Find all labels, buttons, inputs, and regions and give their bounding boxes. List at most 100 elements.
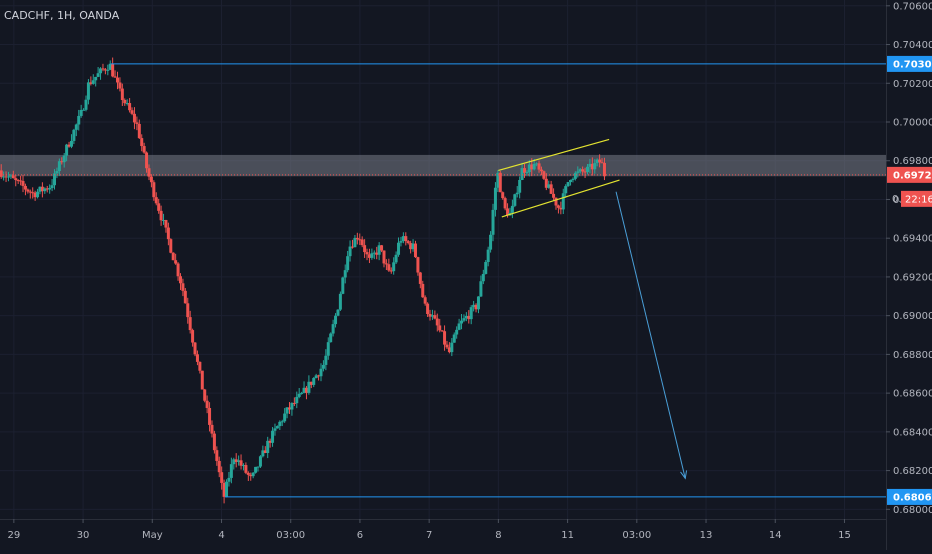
candle-body [481, 273, 485, 282]
candle-body [573, 172, 577, 179]
candle-body [472, 304, 476, 308]
channel-lower-line [501, 179, 620, 218]
candle-body [169, 239, 173, 253]
candle-body [598, 159, 602, 163]
candle-body [389, 270, 393, 272]
candle-body [86, 82, 90, 100]
candle-body [91, 80, 95, 84]
candle-body [220, 472, 224, 483]
candle-body [6, 176, 10, 178]
candle-body [94, 76, 98, 81]
candle-body [23, 185, 27, 190]
candle-body [447, 347, 451, 353]
candle-body [496, 172, 500, 188]
support-price-tag-label: 0.68064 [893, 492, 932, 503]
candle-body [367, 254, 371, 258]
candle-body [501, 192, 505, 199]
candle-body [166, 227, 170, 240]
candle-body [132, 113, 136, 123]
candle-body [251, 472, 255, 477]
candle-body [593, 163, 597, 170]
candle-body [67, 144, 71, 147]
candle-body [491, 209, 495, 235]
candle-body [404, 236, 408, 242]
x-tick-label: 8 [495, 530, 501, 541]
candle-body [137, 123, 141, 139]
candle-body [268, 440, 272, 443]
x-tick-label: 13 [700, 530, 713, 541]
y-tick-label: 0.69000 [893, 311, 932, 322]
candle-body [493, 187, 497, 210]
candle-body [392, 262, 396, 272]
candle-body [271, 430, 275, 443]
candle-body [479, 281, 483, 297]
candle-body [174, 260, 178, 264]
candle-body [285, 407, 289, 414]
candle-body [212, 433, 216, 451]
candle-body [365, 252, 369, 255]
candle-body [304, 387, 308, 393]
candle-body [241, 465, 245, 467]
candle-body [130, 110, 134, 114]
x-tick-label: 29 [7, 530, 20, 541]
candle-body [62, 155, 66, 163]
candle-body [377, 245, 381, 255]
candle-body [263, 450, 267, 453]
candle-body [297, 393, 301, 397]
candle-body [358, 239, 362, 241]
candle-body [554, 197, 558, 206]
candle-body [19, 180, 23, 182]
resistance-price-tag [887, 55, 932, 72]
candle-body [227, 477, 231, 482]
candle-body [140, 138, 144, 147]
candle-body [108, 63, 112, 70]
candle-body [225, 481, 229, 497]
y-tick-label: 0.69400 [893, 234, 932, 245]
candle-body [539, 169, 543, 172]
candle-body [474, 304, 478, 310]
candle-body [602, 162, 606, 177]
candle-body [556, 205, 560, 208]
candle-body [205, 400, 209, 408]
candle-body [145, 152, 149, 169]
countdown-label: 22:16 [905, 194, 932, 205]
candle-body [462, 318, 466, 321]
candle-body [523, 168, 527, 173]
candle-body [203, 389, 207, 401]
candle-body [527, 164, 531, 173]
candle-body [45, 188, 49, 190]
candle-body [535, 163, 539, 165]
candle-body [464, 315, 468, 319]
y-tick-label: 0.68200 [893, 466, 932, 477]
candle-body [360, 239, 364, 246]
candle-body [343, 270, 347, 278]
candle-body [239, 460, 243, 466]
y-tick-label: 0.68000 [893, 505, 932, 516]
candle-body [295, 396, 299, 404]
projection-arrow-line [615, 191, 686, 479]
candle-body [416, 257, 420, 273]
candle-body [336, 309, 340, 316]
candle-body [142, 146, 146, 153]
candle-body [569, 179, 573, 183]
candle-body [164, 219, 168, 228]
candle-body [106, 69, 110, 71]
projection-arrow-head [680, 470, 688, 480]
x-tick-label: 03:00 [622, 530, 651, 541]
candle-body [26, 189, 30, 192]
candle-body [401, 236, 405, 242]
candle-body [302, 387, 306, 393]
candle-body [43, 188, 47, 192]
candle-body [249, 474, 253, 477]
candle-body [309, 381, 313, 385]
candle-body [186, 303, 190, 318]
candle-body [445, 344, 449, 348]
candle-body [57, 161, 61, 172]
candle-body [552, 193, 556, 198]
candle-body [147, 168, 151, 177]
candle-body [234, 459, 238, 462]
x-tick-label: 6 [357, 530, 363, 541]
